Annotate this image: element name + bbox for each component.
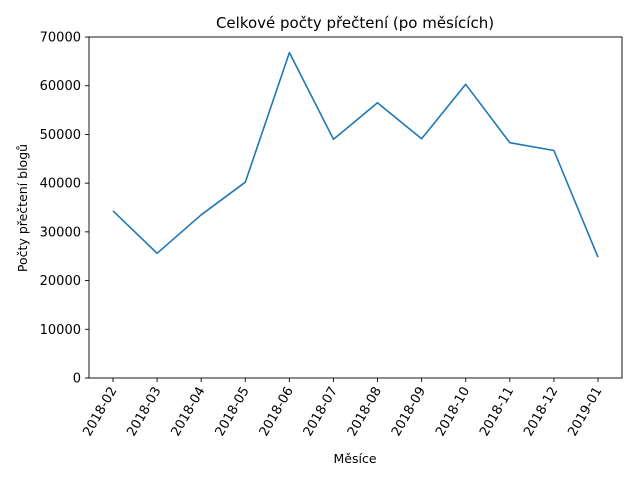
- chart-title: Celkové počty přečtení (po měsících): [216, 14, 494, 32]
- y-tick-label: 60000: [40, 79, 81, 94]
- x-tick-label: 2018-12: [521, 385, 561, 440]
- x-axis-ticks: 2018-02 2018-03 2018-04 2018-05 2018-06 2018-…: [80, 378, 605, 439]
- x-tick-label: 2018-08: [345, 385, 385, 440]
- x-tick-label: 2018-09: [389, 385, 429, 440]
- y-tick-label: 40000: [40, 177, 81, 192]
- x-tick-label: 2018-06: [257, 385, 297, 440]
- x-tick-label: 2018-11: [477, 385, 517, 440]
- x-tick-label: 2018-05: [213, 385, 253, 440]
- plot-frame: [88, 36, 623, 379]
- x-tick-label: 2018-04: [168, 385, 208, 440]
- x-axis-label: Měsíce: [333, 451, 376, 466]
- x-tick-label: 2018-02: [80, 385, 120, 440]
- x-tick-label: 2019-01: [565, 385, 605, 440]
- y-axis-ticks: 0 10000 20000 30000 40000 50000 60000 70000: [40, 31, 89, 387]
- y-tick-label: 20000: [40, 274, 81, 289]
- y-axis-label: Počty přečtení blogů: [15, 144, 30, 272]
- x-tick-label: 2018-03: [124, 385, 164, 440]
- y-tick-label: 70000: [40, 31, 81, 46]
- y-tick-label: 0: [73, 372, 81, 387]
- y-tick-label: 50000: [40, 128, 81, 143]
- x-tick-label: 2018-07: [301, 385, 341, 440]
- y-tick-label: 30000: [40, 225, 81, 240]
- y-tick-label: 10000: [40, 323, 81, 338]
- x-tick-label: 2018-10: [433, 385, 473, 440]
- series-line: [112, 51, 599, 258]
